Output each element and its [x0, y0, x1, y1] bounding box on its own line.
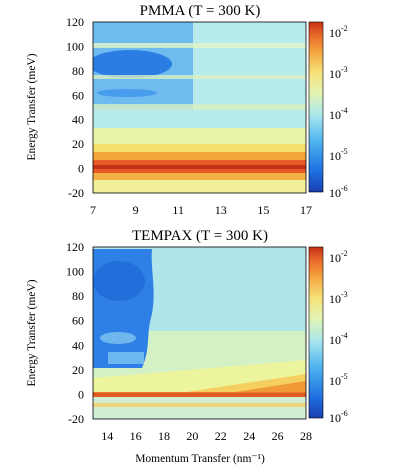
x-tick-label: 16 — [130, 429, 142, 443]
y-tick-label: 100 — [66, 39, 84, 53]
panel-pmma: PMMA (T = 300 K) 7 9 11 13 15 17 — [26, 3, 348, 217]
y-tick-label: 60 — [72, 88, 84, 102]
colorbar-tick-label: 10-6 — [329, 184, 348, 200]
colorbar-tempax: 10-2 10-3 10-4 10-5 10-6 — [308, 246, 348, 425]
x-ticks-pmma: 7 9 11 13 15 17 — [90, 203, 312, 217]
y-tick-label: 20 — [72, 137, 84, 151]
x-tick-label: 18 — [158, 429, 170, 443]
y-tick-label: 40 — [72, 338, 84, 352]
y-ticks-pmma: -20 0 20 40 60 80 100 120 — [66, 15, 84, 200]
x-tick-label: 24 — [243, 429, 255, 443]
x-tick-label: 7 — [90, 203, 96, 217]
y-tick-label: 100 — [66, 265, 84, 279]
colorbar-gradient-pmma — [308, 21, 324, 193]
x-tick-label: 14 — [101, 429, 113, 443]
y-tick-label: -20 — [68, 412, 84, 426]
colorbar-tick-label: 10-4 — [329, 106, 348, 122]
y-tick-label: 80 — [72, 289, 84, 303]
colorbar-tick-label: 10-2 — [329, 24, 348, 40]
y-tick-label: 0 — [78, 387, 84, 401]
chart-title-tempax: TEMPAX (T = 300 K) — [132, 228, 268, 244]
colorbar-tick-label: 10-3 — [329, 65, 348, 81]
x-tick-label: 28 — [300, 429, 312, 443]
colorbar-tick-label: 10-3 — [329, 290, 348, 306]
y-axis-label-pmma: Energy Transfer (meV) — [26, 53, 38, 160]
x-ticks-tempax: 14 16 18 20 22 24 26 28 — [101, 429, 312, 443]
colorbar-pmma: 10-2 10-3 10-4 10-5 10-6 — [308, 21, 348, 200]
colorbar-tick-label: 10-2 — [329, 249, 348, 265]
x-axis-label-tempax: Momentum Transfer (nm⁻¹) — [135, 453, 265, 465]
x-tick-label: 20 — [186, 429, 198, 443]
x-tick-label: 13 — [215, 203, 227, 217]
x-tick-label: 11 — [172, 203, 184, 217]
heatmap-tempax — [93, 247, 306, 419]
x-tick-label: 26 — [272, 429, 284, 443]
y-tick-label: 120 — [66, 15, 84, 29]
plot-frame-tempax — [92, 246, 307, 420]
colorbar-tick-label: 10-6 — [329, 409, 348, 425]
y-axis-label-tempax: Energy Transfer (meV) — [26, 279, 38, 386]
y-tick-label: 0 — [78, 162, 84, 176]
y-tick-label: 120 — [66, 240, 84, 254]
plot-frame-pmma — [92, 21, 307, 194]
x-tick-label: 22 — [215, 429, 227, 443]
panel-tempax: TEMPAX (T = 300 K) 14 16 18 20 22 24 26 — [26, 228, 348, 465]
x-tick-label: 17 — [300, 203, 312, 217]
colorbar-tick-label: 10-5 — [329, 372, 348, 388]
x-tick-label: 15 — [257, 203, 269, 217]
colorbar-tick-label: 10-5 — [329, 147, 348, 163]
y-tick-label: 40 — [72, 113, 84, 127]
colorbar-gradient-tempax — [308, 246, 324, 419]
colorbar-tick-label: 10-4 — [329, 331, 348, 347]
chart-title-pmma: PMMA (T = 300 K) — [140, 3, 261, 19]
y-tick-label: 20 — [72, 363, 84, 377]
heatmap-pmma — [93, 22, 306, 193]
y-tick-label: -20 — [68, 186, 84, 200]
y-ticks-tempax: -20 0 20 40 60 80 100 120 — [66, 240, 84, 426]
y-tick-label: 80 — [72, 64, 84, 78]
y-tick-label: 60 — [72, 314, 84, 328]
x-tick-label: 9 — [133, 203, 139, 217]
